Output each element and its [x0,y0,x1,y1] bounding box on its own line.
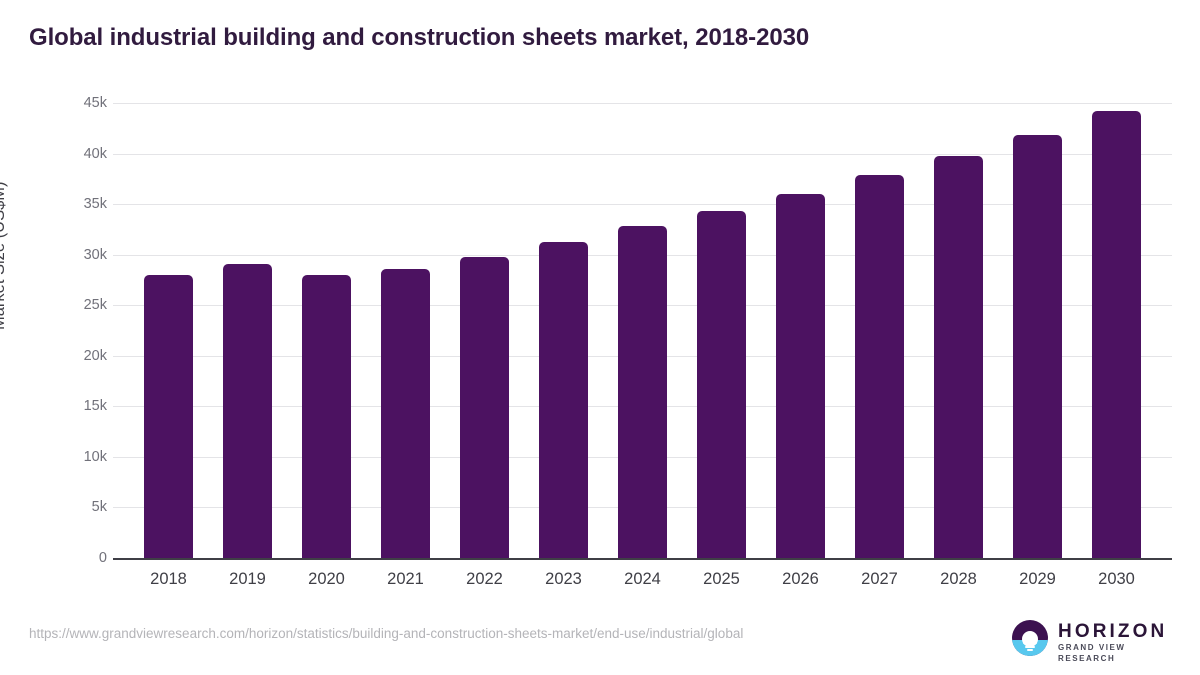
logo-ray-3 [1027,649,1033,652]
x-tick-label: 2030 [1098,570,1135,588]
bar-2026[interactable] [776,194,825,558]
y-tick-label: 5k [91,499,107,516]
y-tick-label: 0 [98,550,107,566]
bar-2028[interactable] [934,156,983,558]
bar-2022[interactable] [460,256,509,558]
bar-2030[interactable] [1092,111,1141,558]
y-tick-label: 35k [83,196,107,213]
x-tick-label: 2025 [703,570,740,588]
y-tick-label: 10k [83,448,107,465]
logo-tagline: GRAND VIEW RESEARCH [1058,643,1126,663]
logo-water-shape [1012,640,1048,656]
bar-2024[interactable] [618,226,667,558]
bar-2020[interactable] [302,274,351,558]
logo-ray-1 [1023,641,1037,644]
bar-2019[interactable] [223,263,272,558]
x-tick-label: 2018 [150,570,187,588]
x-tick-label: 2022 [466,570,503,588]
gridline [113,153,1172,155]
gridline [113,204,1172,206]
x-tick-label: 2019 [229,570,266,588]
x-tick-label: 2021 [387,570,424,588]
y-axis-label: Market Size (US$M) [0,181,8,330]
logo-wordmark: HORIZON [1058,621,1168,642]
logo-ray-2 [1025,645,1035,648]
gridline [113,103,1172,104]
y-tick-label: 25k [83,297,107,314]
x-tick-label: 2020 [308,570,345,588]
y-tick-label: 30k [83,246,107,263]
y-tick-label: 15k [83,398,107,415]
bar-2021[interactable] [381,268,430,558]
y-tick-label: 45k [83,95,107,111]
bar-2023[interactable] [539,242,588,558]
bar-2018[interactable] [144,274,193,558]
bar-series [113,103,1172,558]
x-tick-label: 2029 [1019,570,1056,588]
x-tick-label: 2024 [624,570,661,588]
horizon-logo: HORIZON GRAND VIEW RESEARCH [1012,619,1172,663]
x-tick-label: 2027 [861,570,898,588]
horizon-logo-icon [1012,620,1048,656]
page-title: Global industrial building and construct… [29,24,810,51]
logo-text-block: HORIZON GRAND VIEW RESEARCH [1058,621,1172,664]
y-tick-label: 20k [83,347,107,364]
source-url: https://www.grandviewresearch.com/horizo… [29,626,744,641]
y-tick-label: 40k [83,145,107,162]
bar-2025[interactable] [697,211,746,558]
x-axis-line [113,558,1172,560]
x-tick-label: 2026 [782,570,819,588]
x-tick-label: 2023 [545,570,582,588]
bar-2027[interactable] [855,175,904,558]
x-tick-label: 2028 [940,570,977,588]
bar-2029[interactable] [1013,134,1062,558]
